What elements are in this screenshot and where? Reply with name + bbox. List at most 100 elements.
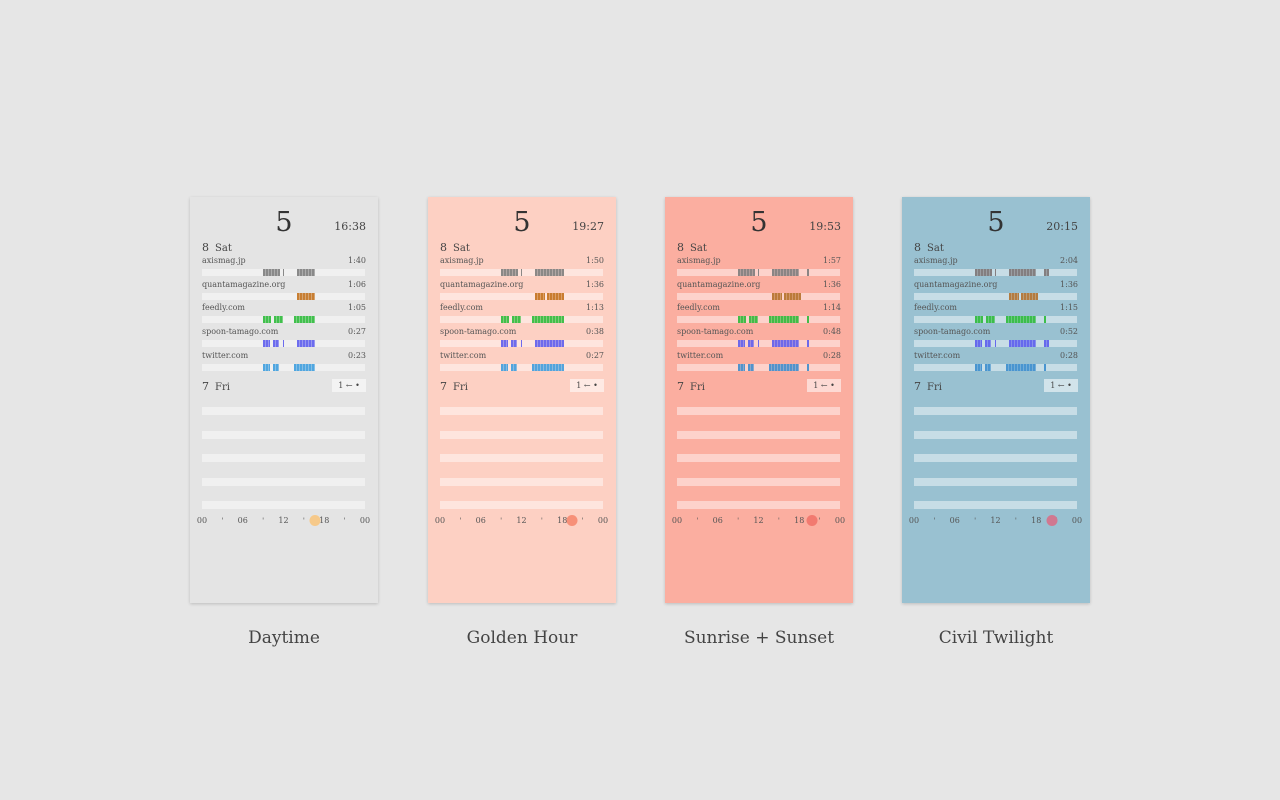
site-row[interactable]: spoon-tamago.com 0:52 (914, 327, 1078, 336)
site-row[interactable]: quantamagazine.org 1:36 (914, 280, 1078, 289)
site-name: spoon-tamago.com (914, 327, 991, 337)
activity-segment (984, 363, 991, 371)
activity-segment (501, 363, 508, 371)
site-row[interactable]: axismag.jp 1:57 (677, 256, 841, 265)
activity-segment (768, 316, 800, 324)
axis-label: 00 (671, 516, 683, 525)
empty-track (440, 407, 603, 415)
axis-label: 12 (753, 516, 764, 525)
axis-label: 12 (990, 516, 1001, 525)
activity-track (440, 269, 603, 276)
activity-segment (748, 316, 759, 324)
time-axis: 00 06 12 18 00 ˈ ˈ ˈ ˈ (665, 516, 853, 528)
activity-track (202, 316, 365, 324)
empty-track (914, 454, 1077, 463)
day-count: 5 (275, 207, 293, 238)
site-duration: 0:28 (823, 350, 841, 360)
pager-button[interactable]: 1 ← • (570, 379, 604, 392)
site-row[interactable]: axismag.jp 1:40 (202, 256, 366, 265)
activity-segment (501, 269, 519, 276)
activity-segment (985, 340, 991, 348)
site-row[interactable]: quantamagazine.org 1:36 (677, 280, 841, 289)
site-row[interactable]: feedly.com 1:13 (440, 303, 604, 312)
day-name: Sat (215, 243, 232, 254)
axis-label: 18 (794, 516, 805, 525)
activity-segment (263, 340, 270, 348)
activity-segment (768, 363, 800, 371)
empty-track (440, 501, 603, 510)
empty-track (914, 501, 1077, 510)
site-row[interactable]: spoon-tamago.com 0:38 (440, 327, 604, 336)
site-row[interactable]: twitter.com 0:28 (914, 351, 1078, 360)
day-header-yesterday: 7 Fri (914, 380, 942, 393)
site-row[interactable]: axismag.jp 1:50 (440, 256, 604, 265)
activity-segment (994, 340, 997, 348)
activity-track (914, 316, 1077, 324)
axis-label: 00 (359, 516, 371, 525)
site-row[interactable]: axismag.jp 2:04 (914, 256, 1078, 265)
activity-segment (738, 269, 756, 276)
activity-segment (273, 316, 284, 324)
day-header-today: 8 Sat (914, 241, 944, 254)
site-row[interactable]: feedly.com 1:05 (202, 303, 366, 312)
axis-tick: ˈ (1014, 517, 1017, 526)
site-row[interactable]: quantamagazine.org 1:36 (440, 280, 604, 289)
day-number: 8 (914, 241, 921, 254)
day-header-yesterday: 7 Fri (440, 380, 468, 393)
day-name: Fri (927, 382, 942, 393)
site-row[interactable]: feedly.com 1:14 (677, 303, 841, 312)
axis-tick: ˈ (737, 517, 740, 526)
site-duration: 0:27 (348, 327, 366, 337)
activity-segment (273, 340, 279, 348)
activity-track (440, 292, 603, 300)
day-number: 8 (677, 241, 684, 254)
activity-segment (510, 363, 517, 371)
axis-tick: ˈ (696, 517, 699, 526)
empty-track (677, 407, 840, 415)
axis-label: 12 (278, 516, 289, 525)
site-row[interactable]: spoon-tamago.com 0:27 (202, 327, 366, 336)
activity-segment (747, 363, 754, 371)
activity-segment (772, 292, 783, 300)
activity-segment (1009, 269, 1037, 276)
site-row[interactable]: feedly.com 1:15 (914, 303, 1078, 312)
activity-segment (511, 316, 522, 324)
activity-segment (535, 292, 546, 300)
site-name: spoon-tamago.com (440, 327, 517, 337)
pager-button[interactable]: 1 ← • (332, 379, 366, 392)
site-name: spoon-tamago.com (677, 327, 754, 337)
day-header-today: 8 Sat (440, 241, 470, 254)
activity-segment (1005, 316, 1037, 324)
axis-label: 06 (237, 516, 248, 525)
site-duration: 1:13 (586, 303, 604, 313)
site-duration: 1:05 (348, 303, 366, 313)
activity-segment (807, 316, 809, 324)
site-row[interactable]: twitter.com 0:27 (440, 351, 604, 360)
empty-track (914, 430, 1077, 439)
activity-segment (994, 269, 997, 276)
activity-track (440, 316, 603, 324)
site-row[interactable]: twitter.com 0:23 (202, 351, 366, 360)
empty-track (677, 454, 840, 463)
axis-label: 00 (434, 516, 446, 525)
pager-button[interactable]: 1 ← • (807, 379, 841, 392)
site-duration: 0:48 (823, 327, 841, 337)
activity-track (440, 340, 603, 348)
site-row[interactable]: twitter.com 0:28 (677, 351, 841, 360)
axis-tick: ˈ (221, 517, 224, 526)
site-row[interactable]: spoon-tamago.com 0:48 (677, 327, 841, 336)
site-name: quantamagazine.org (440, 279, 524, 289)
pager-button[interactable]: 1 ← • (1044, 379, 1078, 392)
phone-screen: 5 20:15 8 Sat axismag.jp 2:04 quantamagazine.o… (902, 197, 1090, 603)
activity-track (677, 292, 840, 300)
activity-segment (531, 363, 564, 371)
activity-segment (738, 316, 747, 324)
clock-time: 19:53 (809, 220, 841, 233)
phone-screen: 5 19:53 8 Sat axismag.jp 1:57 quantamagazine.o… (665, 197, 853, 603)
day-number: 7 (914, 380, 921, 393)
site-duration: 1:14 (823, 303, 841, 313)
activity-segment (1044, 340, 1050, 348)
activity-segment (1020, 292, 1038, 300)
site-row[interactable]: quantamagazine.org 1:06 (202, 280, 366, 289)
activity-segment (263, 363, 270, 371)
